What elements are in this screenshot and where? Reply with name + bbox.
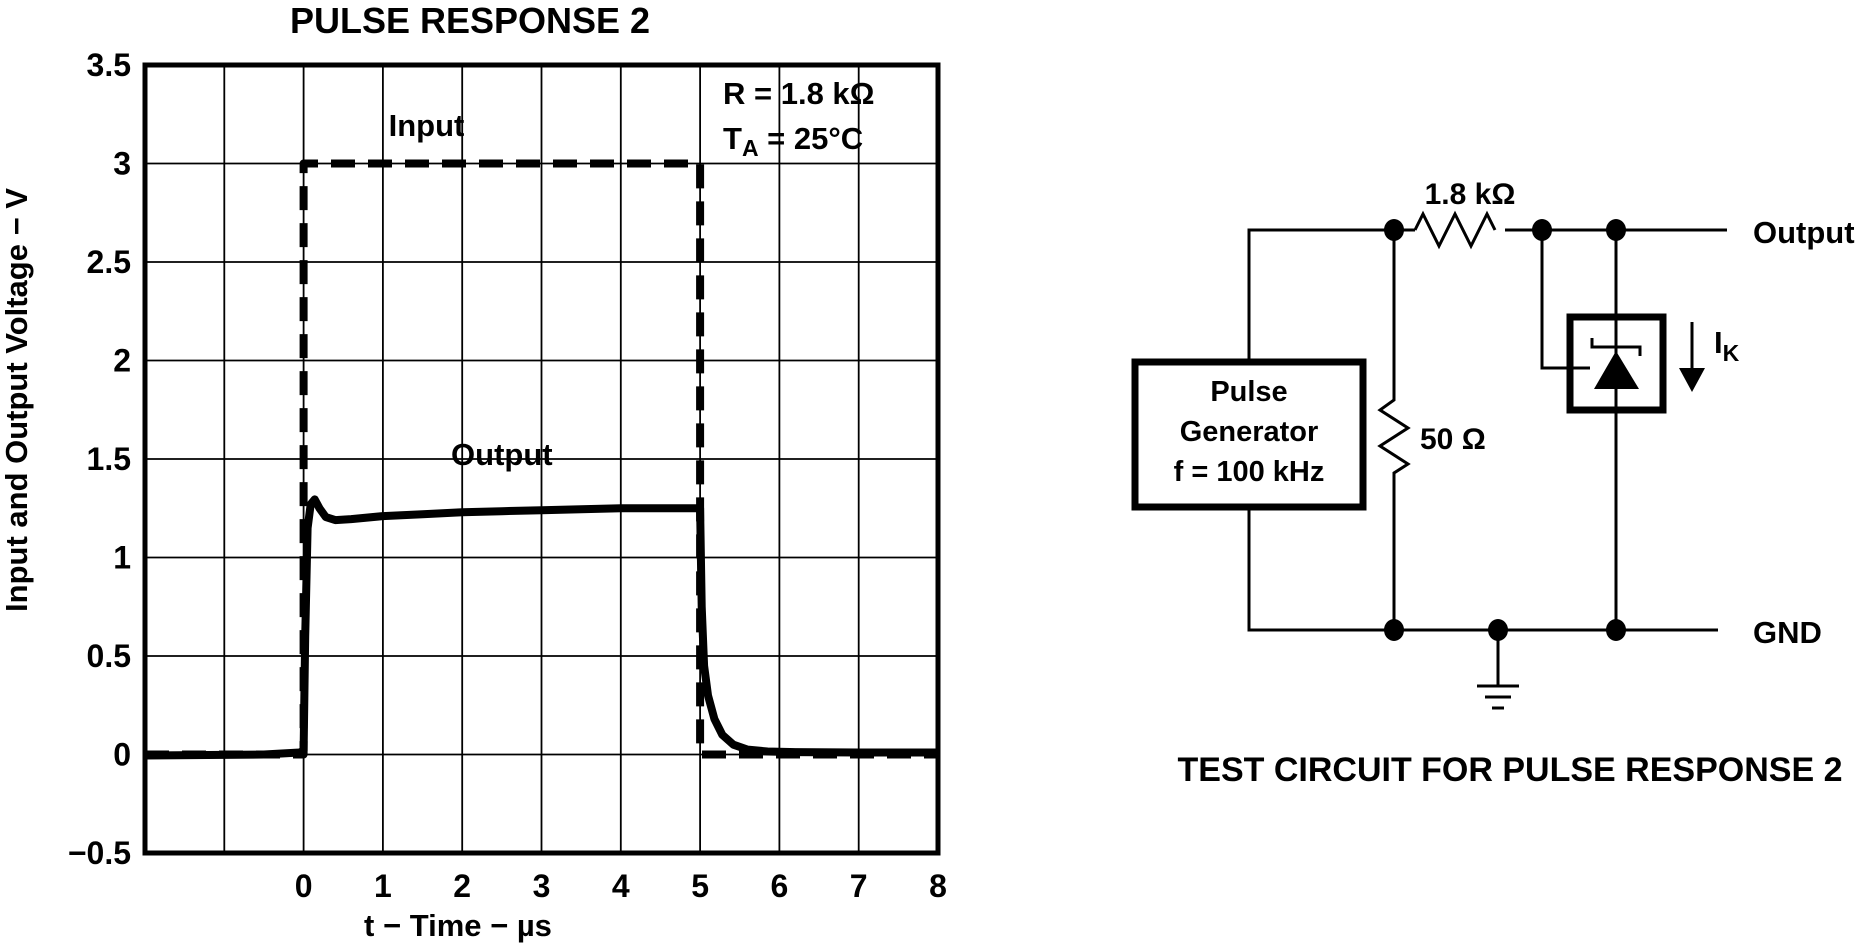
current-subscript: K bbox=[1723, 340, 1740, 366]
y-tick-label: 1.5 bbox=[87, 441, 131, 477]
x-tick-label: 7 bbox=[850, 868, 868, 904]
waveform-labels: Input Output bbox=[389, 108, 553, 472]
gnd-rail-label: GND bbox=[1753, 615, 1822, 650]
x-tick-label: 5 bbox=[691, 868, 709, 904]
shunt-resistor-label: 50 Ω bbox=[1420, 423, 1486, 456]
test-circuit-diagram: 1.8 kΩ Output GND 50 Ω Pulse Generator f… bbox=[1131, 178, 1855, 789]
x-tick-label: 0 bbox=[295, 868, 313, 904]
temp-subscript: A bbox=[742, 135, 759, 161]
current-symbol: I bbox=[1714, 325, 1723, 360]
x-tick-label: 1 bbox=[374, 868, 392, 904]
pulse-generator-line3: f = 100 kHz bbox=[1174, 456, 1325, 488]
x-tick-label: 4 bbox=[612, 868, 630, 904]
x-tick-label: 2 bbox=[453, 868, 471, 904]
condition-temperature: TA = 25°C bbox=[723, 121, 863, 161]
y-tick-label: 2 bbox=[113, 343, 131, 379]
cathode-bar bbox=[1590, 338, 1642, 356]
circuit-caption: TEST CIRCUIT FOR PULSE RESPONSE 2 bbox=[1178, 751, 1843, 789]
y-tick-label: 1 bbox=[113, 540, 131, 576]
gnd-rail-wire bbox=[1247, 507, 1718, 632]
junction-dot bbox=[1532, 219, 1552, 241]
junction-dot bbox=[1606, 219, 1626, 241]
y-axis-title: Input and Output Voltage − V bbox=[0, 188, 34, 612]
pulse-generator-line2: Generator bbox=[1180, 416, 1319, 448]
condition-resistance: R = 1.8 kΩ bbox=[723, 76, 875, 111]
x-axis-title: t − Time − µs bbox=[364, 908, 552, 943]
y-tick-label: 0 bbox=[113, 737, 131, 773]
plot-border bbox=[142, 62, 941, 856]
junction-dot bbox=[1384, 219, 1404, 241]
junction-dot bbox=[1384, 619, 1404, 641]
chart-title: PULSE RESPONSE 2 bbox=[290, 0, 650, 41]
cathode-current-arrow-head-icon bbox=[1679, 368, 1705, 392]
shunt-resistor bbox=[1377, 230, 1411, 630]
x-tick-label: 8 bbox=[929, 868, 947, 904]
test-conditions-annotation: R = 1.8 kΩ TA = 25°C bbox=[723, 76, 875, 161]
x-tick-label: 3 bbox=[533, 868, 551, 904]
y-tick-labels: 3.5 3 2.5 2 1.5 1 0.5 0 −0.5 bbox=[68, 47, 131, 871]
x-tick-label: 6 bbox=[771, 868, 789, 904]
y-tick-label: 0.5 bbox=[87, 638, 131, 674]
series-resistor bbox=[1413, 210, 1497, 250]
junction-dot bbox=[1606, 619, 1626, 641]
y-tick-label: 3.5 bbox=[87, 47, 131, 83]
pulse-response-chart: PULSE RESPONSE 2 3.5 3 2.5 2 1.5 1 0.5 0 −0.5 0 1… bbox=[0, 0, 947, 943]
output-rail-label: Output bbox=[1753, 215, 1855, 250]
temp-symbol: T bbox=[723, 121, 742, 156]
waveform-label-output: Output bbox=[451, 437, 553, 472]
cathode-current-label: IK bbox=[1714, 325, 1740, 366]
temp-value: = 25°C bbox=[759, 121, 864, 156]
x-tick-labels: 0 1 2 3 4 5 6 7 8 bbox=[295, 868, 947, 904]
waveform-label-input: Input bbox=[389, 108, 465, 143]
series-resistor-label: 1.8 kΩ bbox=[1425, 178, 1516, 211]
waveform-output bbox=[144, 495, 938, 760]
ground-symbol-icon bbox=[1477, 630, 1519, 710]
pulse-generator-box bbox=[1131, 358, 1367, 511]
pulse-generator-line1: Pulse bbox=[1210, 376, 1287, 408]
reference-wire bbox=[1540, 230, 1590, 370]
y-tick-label: 2.5 bbox=[87, 244, 131, 280]
y-tick-label: 3 bbox=[113, 146, 131, 182]
regulator-triangle-icon bbox=[1594, 351, 1639, 389]
y-tick-label: −0.5 bbox=[68, 835, 131, 871]
waveforms bbox=[144, 159, 938, 760]
